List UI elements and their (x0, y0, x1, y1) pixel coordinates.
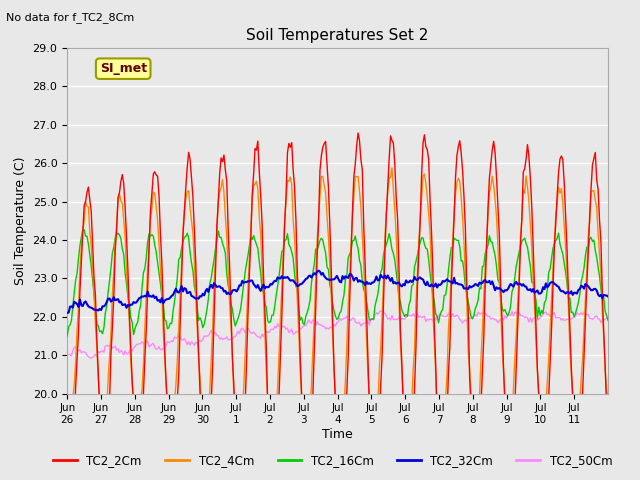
TC2_16Cm (602, 309, 609, 314)
TC2_16Cm (83, 233, 91, 239)
TC2_16Cm (100, 325, 108, 331)
TC2_4Cm (603, 387, 611, 393)
TC2_50Cm (452, 313, 460, 319)
TC2_4Cm (388, 165, 396, 171)
TC2_50Cm (82, 349, 90, 355)
TC2_4Cm (99, 419, 106, 424)
TC2_16Cm (451, 235, 458, 241)
TC2_16Cm (80, 227, 88, 232)
TC2_32Cm (451, 275, 458, 281)
TC2_2Cm (452, 175, 460, 180)
Title: Soil Temperatures Set 2: Soil Temperatures Set 2 (246, 28, 429, 43)
TC2_32Cm (99, 303, 106, 309)
TC2_50Cm (100, 349, 108, 355)
TC2_2Cm (604, 420, 612, 426)
TC2_50Cm (63, 351, 71, 357)
TC2_32Cm (604, 294, 612, 300)
TC2_4Cm (337, 442, 345, 448)
Y-axis label: Soil Temperature (C): Soil Temperature (C) (14, 156, 27, 285)
TC2_50Cm (377, 308, 385, 314)
Line: TC2_50Cm: TC2_50Cm (67, 311, 608, 358)
TC2_4Cm (82, 199, 90, 204)
TC2_50Cm (603, 315, 611, 321)
TC2_4Cm (63, 410, 71, 416)
TC2_2Cm (603, 404, 611, 410)
TC2_32Cm (531, 290, 538, 296)
TC2_32Cm (63, 310, 71, 316)
TC2_16Cm (531, 291, 538, 297)
TC2_4Cm (343, 343, 351, 349)
TC2_2Cm (82, 199, 90, 204)
Text: SI_met: SI_met (100, 62, 147, 75)
TC2_50Cm (604, 315, 612, 321)
TC2_4Cm (532, 339, 540, 345)
TC2_50Cm (343, 313, 351, 319)
TC2_16Cm (63, 333, 71, 339)
X-axis label: Time: Time (322, 428, 353, 441)
Line: TC2_4Cm: TC2_4Cm (67, 168, 608, 445)
TC2_2Cm (63, 420, 71, 426)
TC2_32Cm (315, 268, 323, 274)
TC2_50Cm (532, 318, 540, 324)
TC2_2Cm (343, 390, 351, 396)
TC2_4Cm (604, 396, 612, 401)
TC2_50Cm (88, 355, 95, 361)
TC2_32Cm (343, 275, 351, 280)
Text: No data for f_TC2_8Cm: No data for f_TC2_8Cm (6, 12, 134, 23)
TC2_2Cm (99, 446, 106, 452)
TC2_2Cm (532, 323, 540, 328)
TC2_16Cm (604, 317, 612, 323)
TC2_16Cm (343, 273, 351, 279)
Line: TC2_16Cm: TC2_16Cm (67, 229, 608, 336)
Line: TC2_2Cm: TC2_2Cm (67, 133, 608, 480)
TC2_4Cm (452, 191, 460, 196)
Line: TC2_32Cm: TC2_32Cm (67, 271, 608, 313)
TC2_32Cm (82, 299, 90, 304)
TC2_32Cm (602, 292, 609, 298)
TC2_2Cm (354, 130, 362, 136)
Legend: TC2_2Cm, TC2_4Cm, TC2_16Cm, TC2_32Cm, TC2_50Cm: TC2_2Cm, TC2_4Cm, TC2_16Cm, TC2_32Cm, TC… (49, 449, 617, 472)
